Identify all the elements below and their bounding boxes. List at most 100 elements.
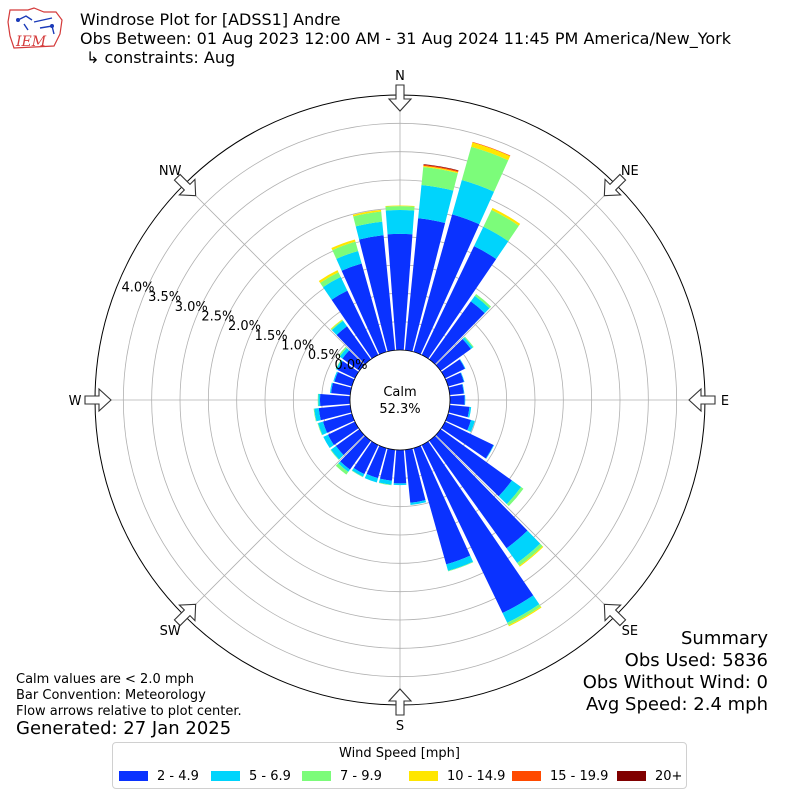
- bar-dir-260-bin-1: [314, 408, 321, 422]
- legend-label: 5 - 6.9: [249, 768, 291, 784]
- bar-dir-230-bin-0: [335, 429, 365, 456]
- legend-swatch: [119, 771, 148, 781]
- bar-dir-10-bin-4: [423, 164, 459, 172]
- bar-dir-90-bin-1: [464, 395, 466, 405]
- bar-dir-220-bin-0: [340, 435, 371, 470]
- flow-arrow-shape: [173, 603, 197, 627]
- bar-dir-0-bin-2: [385, 206, 415, 211]
- radial-tick-label: 3.0%: [175, 300, 208, 315]
- bar-dir-40-bin-2: [474, 294, 492, 309]
- calm-label: Calm: [383, 385, 416, 400]
- bar-dir-320-bin-3: [330, 319, 343, 330]
- bar-dir-350-bin-0: [359, 235, 396, 352]
- legend-item: 7 - 9.9: [302, 767, 382, 785]
- radial-tick-label: 0.0%: [334, 358, 367, 373]
- bar-dir-170-bin-1: [410, 500, 427, 506]
- title-block: Windrose Plot for [ADSS1] Andre Obs Betw…: [80, 10, 731, 67]
- bar-dir-340-bin-2: [332, 241, 359, 259]
- bar-dir-310-bin-1: [339, 348, 350, 359]
- summary-title: Summary: [681, 628, 768, 649]
- direction-label-nw: NW: [159, 164, 182, 179]
- bar-dir-140-bin-0: [429, 435, 528, 549]
- direction-label-s: S: [396, 719, 404, 734]
- bar-dir-50-bin-2: [464, 336, 474, 348]
- legend-label: 15 - 19.9: [550, 768, 609, 784]
- legend-swatch: [302, 771, 331, 781]
- bar-convention-note: Bar Convention: Meteorology: [16, 688, 206, 703]
- bar-dir-200-bin-0: [366, 445, 387, 479]
- bar-dir-330-bin-1: [322, 276, 348, 300]
- bar-dir-0-bin-1: [385, 210, 415, 235]
- bar-dir-20-bin-4: [472, 141, 511, 157]
- radial-tick-label: 4.0%: [122, 280, 155, 295]
- speed-legend: Wind Speed [mph] 2 - 4.9 5 - 6.9 7 - 9.9 10…: [112, 742, 687, 789]
- bar-dir-50-bin-0: [435, 338, 471, 371]
- bar-dir-60-bin-1: [459, 359, 466, 369]
- generated-date: Generated: 27 Jan 2025: [16, 718, 232, 739]
- bar-dir-300-bin-1: [336, 360, 343, 370]
- svg-text:IEM: IEM: [15, 34, 47, 50]
- calm-circle: [349, 349, 451, 451]
- bar-dir-180-bin-0: [393, 449, 407, 484]
- flow-arrow-shape: [84, 387, 112, 413]
- bar-dir-250-bin-2: [317, 423, 323, 436]
- bar-dir-0-bin-0: [387, 233, 413, 351]
- bar-dir-310-bin-2: [338, 346, 347, 357]
- bar-dir-130-bin-1: [498, 480, 522, 505]
- bar-dir-130-bin-2: [506, 487, 524, 507]
- bar-dir-90-bin-0: [449, 395, 465, 405]
- bar-dir-210-bin-0: [353, 441, 379, 475]
- bar-dir-260-bin-2: [313, 408, 317, 422]
- bar-dir-70-bin-1: [460, 372, 465, 383]
- bar-dir-260-bin-0: [318, 404, 352, 421]
- bar-dir-320-bin-1: [331, 320, 348, 336]
- bar-dir-230-bin-2: [330, 449, 340, 460]
- bar-dir-170-bin-0: [404, 448, 426, 503]
- bar-dir-140-bin-1: [506, 530, 541, 564]
- bar-dir-30-bin-0: [421, 246, 497, 359]
- direction-label-e: E: [721, 394, 729, 409]
- direction-label-ne: NE: [621, 164, 639, 179]
- bar-dir-140-bin-3: [519, 546, 544, 567]
- legend-label: 10 - 14.9: [447, 768, 506, 784]
- bar-dir-10-bin-3: [423, 165, 459, 174]
- legend-item: 2 - 4.9: [119, 767, 199, 785]
- bar-dir-300-bin-2: [335, 359, 342, 370]
- radial-tick-label: 2.5%: [201, 309, 234, 324]
- bar-dir-270-bin-2: [317, 393, 319, 407]
- bar-dir-130-bin-0: [435, 429, 512, 497]
- bar-dir-240-bin-1: [323, 434, 334, 448]
- bar-dir-230-bin-1: [330, 446, 344, 460]
- bar-dir-10-bin-1: [418, 185, 454, 224]
- bar-dir-330-bin-3: [318, 270, 339, 283]
- bar-dir-100-bin-1: [467, 406, 472, 418]
- bar-dir-150-bin-3: [508, 606, 542, 627]
- bar-dir-100-bin-0: [448, 404, 470, 418]
- bar-dir-150-bin-1: [502, 595, 540, 623]
- legend-label: 20+: [655, 768, 683, 784]
- bar-dir-20-bin-1: [452, 180, 495, 225]
- obs-range: Obs Between: 01 Aug 2023 12:00 AM - 31 A…: [80, 29, 732, 48]
- radial-tick-label: 2.0%: [228, 319, 261, 334]
- bar-dir-340-bin-0: [341, 263, 387, 355]
- bar-dir-340-bin-1: [336, 250, 362, 271]
- legend-label: 7 - 9.9: [340, 768, 382, 784]
- bar-dir-160-bin-1: [446, 555, 474, 571]
- chart-title: Windrose Plot for [ADSS1] Andre: [80, 10, 341, 29]
- grid-spoke: [184, 184, 365, 365]
- bar-dir-30-bin-2: [483, 209, 519, 242]
- bar-dir-150-bin-2: [507, 604, 541, 626]
- legend-label: 2 - 4.9: [157, 768, 199, 784]
- plot-notes: Calm values are < 2.0 mph Bar Convention…: [16, 672, 242, 720]
- bar-dir-350-bin-2: [353, 211, 383, 227]
- flow-arrow-s: [387, 688, 413, 716]
- legend-swatch: [512, 771, 541, 781]
- direction-label-se: SE: [622, 624, 638, 639]
- summary-panel: Summary Obs Used: 5836 Obs Without Wind:…: [583, 628, 768, 716]
- bar-dir-10-bin-0: [404, 218, 446, 352]
- legend-title: Wind Speed [mph]: [339, 746, 460, 761]
- flow-arrow-nw: [173, 173, 197, 197]
- bar-dir-10-bin-5: [423, 164, 459, 171]
- legend-item: 20+: [617, 767, 682, 785]
- bar-dir-20-bin-0: [413, 214, 480, 355]
